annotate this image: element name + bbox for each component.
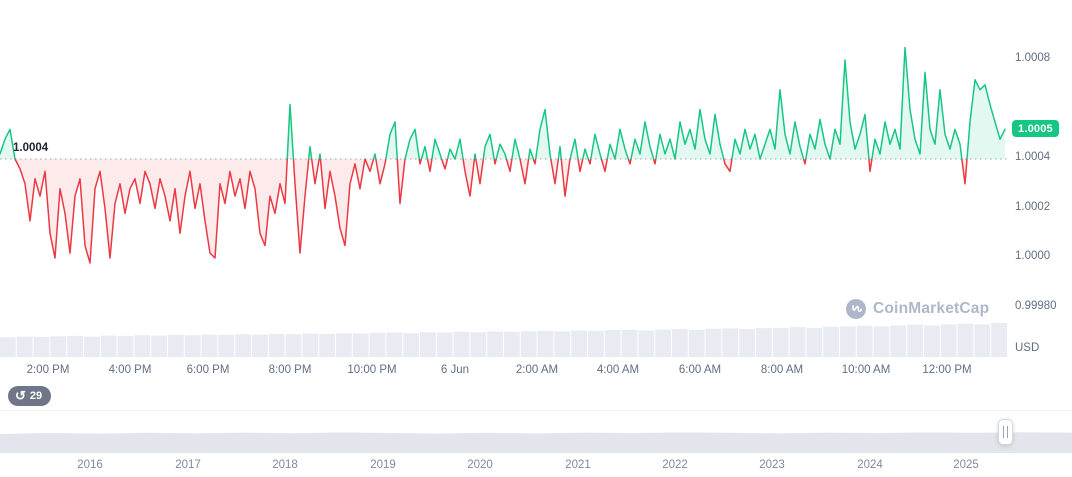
baseline-price-label: 1.0004 <box>13 142 49 154</box>
history-count: 29 <box>29 390 43 402</box>
timeline-year-label: 2018 <box>272 459 298 471</box>
history-badge[interactable]: ↺ 29 <box>8 386 52 406</box>
y-axis-label: 1.0002 <box>1015 200 1051 213</box>
x-axis-label: 6:00 AM <box>678 364 722 376</box>
timeline-year-label: 2021 <box>565 459 591 471</box>
y-axis-label: 0.99980 <box>1015 299 1057 312</box>
timeline-year-label: 2022 <box>662 459 688 471</box>
x-axis-label: 12:00 PM <box>922 364 972 376</box>
timeline-year-label: 2019 <box>370 459 396 471</box>
x-axis-label: 8:00 AM <box>760 364 804 376</box>
x-axis: 2:00 PM 4:00 PM 6:00 PM 8:00 PM 10:00 PM 6 Ju… <box>0 364 1008 380</box>
timeline-year-label: 2016 <box>77 459 103 471</box>
y-axis: 1.0008 1.0004 1.0002 1.0000 0.99980 1.0005 USD <box>1008 0 1072 358</box>
area-above-baseline <box>0 47 1005 159</box>
watermark-text: CoinMarketCap <box>873 300 990 317</box>
history-clock-icon: ↺ <box>15 388 26 403</box>
timeline-range-selector[interactable] <box>0 410 1072 453</box>
currency-unit-label: USD <box>1015 342 1040 354</box>
price-chart-svg[interactable] <box>0 0 1008 358</box>
y-axis-label: 1.0000 <box>1015 250 1051 262</box>
range-handle[interactable] <box>998 419 1013 445</box>
timeline-year-label: 2023 <box>759 459 785 471</box>
coinmarketcap-watermark: CoinMarketCap <box>845 298 989 320</box>
price-line-negative <box>14 159 968 264</box>
price-line-positive <box>0 46 1006 159</box>
x-axis-label: 2:00 PM <box>26 364 70 376</box>
timeline-area <box>0 432 1072 453</box>
timeline-year-label: 2017 <box>175 459 201 471</box>
x-axis-label: 4:00 AM <box>596 364 640 376</box>
volume-bars <box>0 323 1007 357</box>
timeline-year-label: 2020 <box>467 459 493 471</box>
timeline-year-label: 2025 <box>953 459 979 471</box>
y-axis-label: 1.0008 <box>1015 52 1051 64</box>
area-below-baseline <box>0 159 1005 263</box>
current-price-badge: 1.0005 <box>1012 120 1059 138</box>
chart-plot-area[interactable]: 1.0004 CoinMarketCap <box>0 0 1008 358</box>
x-axis-label: 2:00 AM <box>515 364 559 376</box>
x-axis-label: 10:00 AM <box>841 364 891 376</box>
x-axis-label: 6:00 PM <box>186 364 230 376</box>
timeline-year-label: 2024 <box>857 459 883 471</box>
x-axis-label: 6 Jun <box>440 364 470 376</box>
x-axis-label: 8:00 PM <box>268 364 312 376</box>
coinmarketcap-logo-icon <box>846 299 866 319</box>
timeline-years: 2016 2017 2018 2019 2020 2021 2022 2023 2024 2025 <box>0 459 1072 475</box>
x-axis-label: 4:00 PM <box>108 364 152 376</box>
y-axis-label: 1.0004 <box>1015 151 1051 163</box>
timeline-mini-chart <box>0 432 1072 453</box>
x-axis-label: 10:00 PM <box>347 364 397 376</box>
